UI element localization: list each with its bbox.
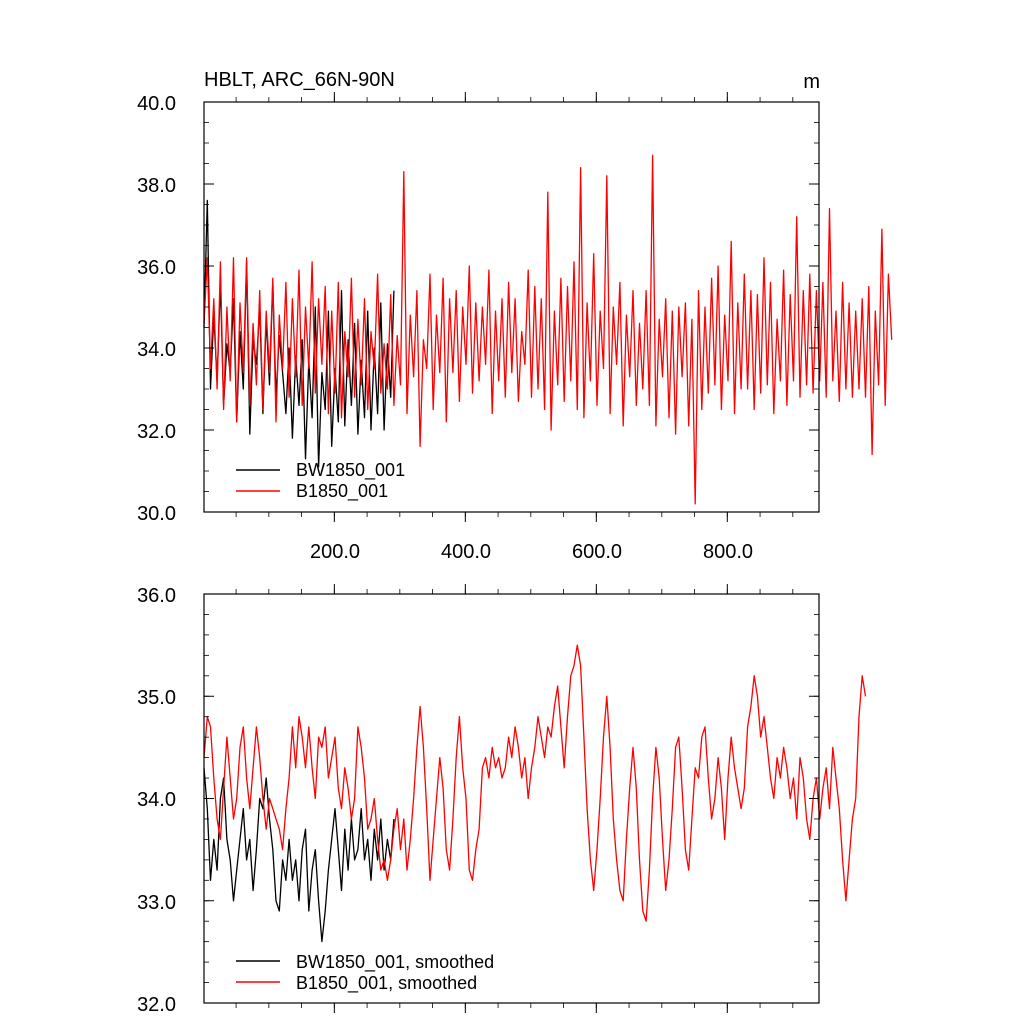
units-label: m <box>803 71 820 93</box>
y-tick-label: 34.0 <box>137 789 176 811</box>
x-tick-label: 400.0 <box>441 541 491 563</box>
x-tick-label: 800.0 <box>703 541 753 563</box>
x-tick-label: 200.0 <box>310 541 360 563</box>
series-line-0 <box>203 767 395 943</box>
legend-label: BW1850_001, smoothed <box>296 952 494 973</box>
top-panel: HBLT, ARC_66N-90N m 30.0 32.0 34.0 36.0 … <box>137 69 893 563</box>
bottom-legend: BW1850_001, smoothed B1850_001, smoothed <box>236 952 494 994</box>
y-tick-label: 40.0 <box>137 93 176 115</box>
x-tick-label: 600.0 <box>572 541 622 563</box>
y-tick-label: 32.0 <box>137 994 176 1016</box>
top-legend: BW1850_001 B1850_001 <box>236 460 405 502</box>
y-tick-label: 36.0 <box>137 585 176 607</box>
bottom-panel: 32.0 33.0 34.0 35.0 36.0 BW1850_001, smo… <box>137 584 867 1016</box>
bottom-axes <box>203 584 820 1013</box>
chart-title: HBLT, ARC_66N-90N <box>204 69 395 91</box>
top-series-group <box>203 154 893 505</box>
series-line-1 <box>203 644 867 922</box>
y-tick-label: 38.0 <box>137 175 176 197</box>
y-tick-label: 36.0 <box>137 257 176 279</box>
y-tick-label: 35.0 <box>137 687 176 709</box>
top-axes <box>203 92 820 522</box>
legend-label: B1850_001 <box>296 481 388 502</box>
y-tick-label: 33.0 <box>137 892 176 914</box>
legend-label: B1850_001, smoothed <box>296 973 477 994</box>
bottom-series-group <box>203 644 867 943</box>
legend-label: BW1850_001 <box>296 460 405 481</box>
y-tick-label: 30.0 <box>137 503 176 525</box>
bottom-y-tick-labels: 32.0 33.0 34.0 35.0 36.0 <box>137 585 176 1016</box>
y-tick-label: 34.0 <box>137 339 176 361</box>
y-tick-label: 32.0 <box>137 421 176 443</box>
top-y-tick-labels: 30.0 32.0 34.0 36.0 38.0 40.0 <box>137 93 176 525</box>
top-x-tick-labels: 200.0 400.0 600.0 800.0 <box>310 541 753 563</box>
series-line-1 <box>203 154 893 505</box>
